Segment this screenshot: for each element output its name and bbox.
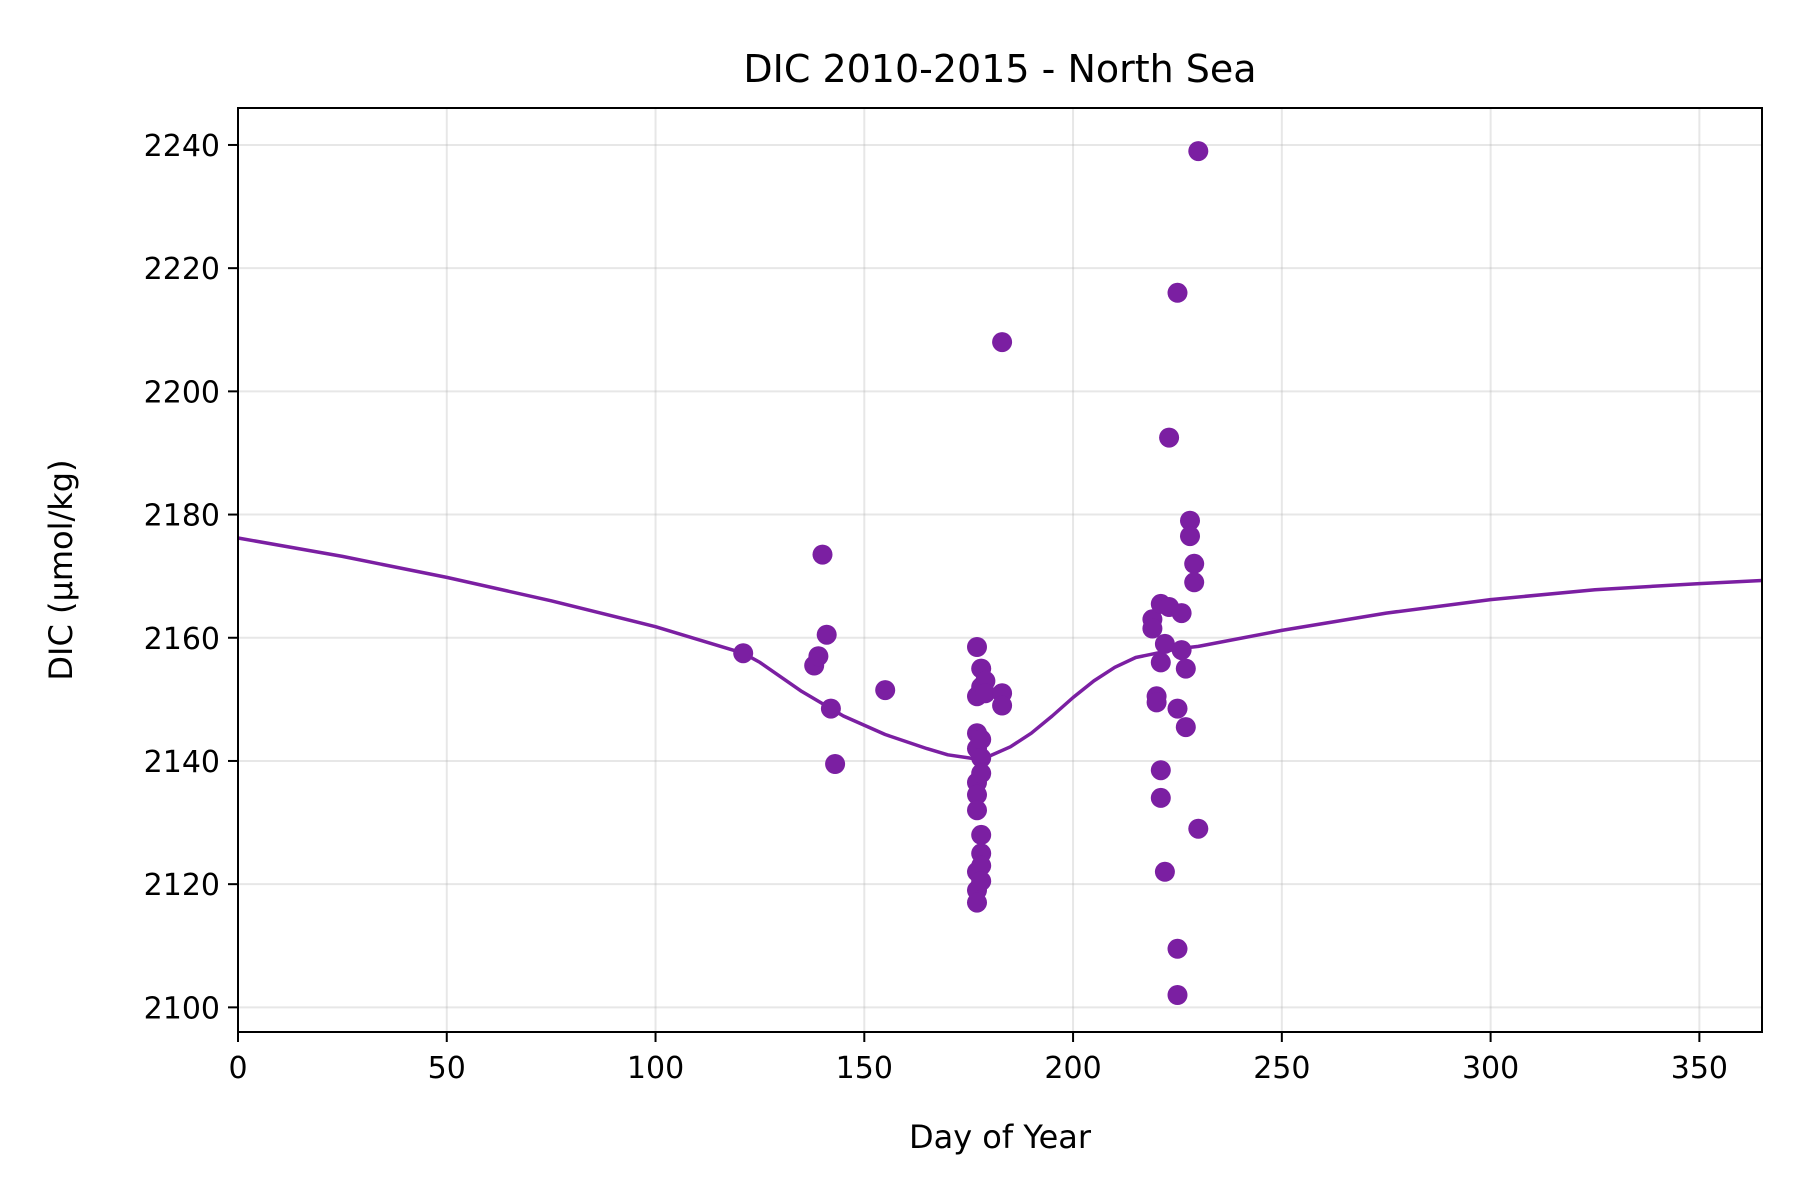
data-point (1167, 938, 1188, 959)
x-tick-label: 150 (836, 1051, 893, 1086)
chart-title: DIC 2010-2015 - North Sea (743, 47, 1256, 91)
data-point (967, 800, 987, 821)
data-point (733, 643, 754, 664)
data-point (1167, 698, 1188, 719)
y-tick-label: 2180 (144, 499, 220, 534)
y-tick-label: 2160 (144, 622, 220, 657)
data-point (1150, 760, 1171, 781)
data-point (1159, 427, 1180, 448)
x-axis-title: Day of Year (909, 1118, 1092, 1156)
data-point (967, 784, 987, 805)
data-point (1171, 640, 1192, 661)
y-tick-label: 2120 (144, 868, 220, 903)
data-point (967, 892, 987, 913)
data-point (816, 624, 837, 645)
grid-lines (237, 108, 1762, 1032)
data-point (1184, 553, 1205, 574)
data-point (971, 871, 992, 892)
data-point (1184, 572, 1205, 593)
data-point (1171, 603, 1192, 624)
data-point (1142, 618, 1163, 639)
data-point (820, 698, 841, 719)
data-point (1146, 692, 1167, 713)
data-point (1175, 658, 1196, 679)
data-point (971, 729, 992, 750)
data-point (1150, 652, 1171, 673)
data-point (971, 855, 992, 876)
data-point (971, 824, 992, 845)
data-point (1167, 985, 1188, 1005)
data-point (975, 683, 996, 704)
fit-curve (237, 536, 1763, 761)
data-point (825, 754, 846, 774)
data-point (1154, 861, 1175, 882)
data-point (875, 680, 896, 701)
y-tick-label: 2100 (144, 991, 220, 1026)
data-point (1188, 818, 1209, 839)
data-point (971, 747, 992, 768)
data-point (1167, 282, 1188, 303)
data-point (808, 646, 829, 667)
data-point (1180, 510, 1200, 531)
y-tick-label: 2200 (144, 375, 220, 410)
x-tick-label: 0 (228, 1051, 247, 1086)
x-tick-label: 350 (1671, 1051, 1728, 1086)
data-point (1175, 717, 1196, 738)
axis-ticks: 0 50 100 150 200 250 300 350 2100 2120 2140 2160 218… (144, 129, 1728, 1086)
data-point (1154, 633, 1175, 654)
data-point (992, 332, 1013, 353)
data-point (812, 544, 833, 565)
y-tick-label: 2140 (144, 745, 220, 780)
fit-curve-layer (237, 536, 1763, 761)
x-tick-label: 200 (1044, 1051, 1101, 1086)
plot-frame (237, 107, 1763, 1033)
data-point (1188, 141, 1209, 162)
data-point (992, 695, 1013, 716)
x-tick-label: 250 (1253, 1051, 1310, 1086)
data-point (1150, 787, 1171, 808)
data-point (971, 763, 992, 784)
x-tick-label: 100 (627, 1051, 684, 1086)
y-tick-label: 2220 (144, 252, 220, 287)
data-points-layer (733, 141, 1209, 1005)
x-tick-label: 300 (1462, 1051, 1519, 1086)
data-point (967, 637, 987, 657)
y-tick-label: 2240 (144, 129, 220, 164)
data-point (1180, 526, 1200, 547)
y-axis-title: DIC (µmol/kg) (42, 459, 80, 680)
x-tick-label: 50 (428, 1051, 466, 1086)
